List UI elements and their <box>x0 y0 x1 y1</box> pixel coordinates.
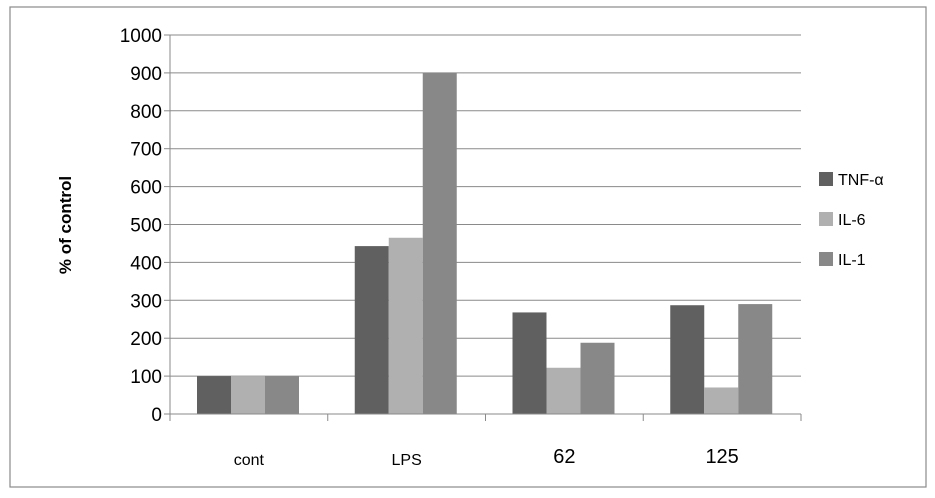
x-tick-label: 62 <box>553 446 575 468</box>
legend-label: TNF-α <box>838 172 884 189</box>
y-tick-label: 100 <box>130 367 162 388</box>
y-tick-label: 300 <box>130 291 162 312</box>
bar <box>422 72 457 415</box>
y-tick-label: 500 <box>130 216 162 237</box>
bar <box>580 342 615 414</box>
x-tick-label: 125 <box>705 446 738 468</box>
y-tick-label: 900 <box>130 64 162 85</box>
bar <box>265 376 299 414</box>
y-axis-title: % of control <box>56 176 75 274</box>
bar <box>354 246 389 414</box>
bar <box>704 387 739 414</box>
y-tick-label: 800 <box>130 102 162 123</box>
legend-label: IL-1 <box>838 252 866 269</box>
bars <box>197 72 773 415</box>
x-tick-label: cont <box>234 452 265 469</box>
bar <box>197 376 231 414</box>
axes <box>169 35 802 421</box>
legend-swatch <box>819 172 833 186</box>
bar <box>670 305 705 414</box>
bar <box>388 237 423 414</box>
bar <box>738 304 773 414</box>
x-tick-label: LPS <box>392 452 422 469</box>
legend-swatch <box>819 252 833 266</box>
bar <box>231 376 265 414</box>
y-tick-label: 600 <box>130 178 162 199</box>
chart-border <box>9 6 927 488</box>
bar <box>512 312 547 414</box>
legend: TNF-α IL-6 IL-1 <box>819 172 884 269</box>
y-tick-label: 0 <box>151 405 162 426</box>
y-tick-label: 700 <box>130 140 162 161</box>
legend-label: IL-6 <box>838 212 866 229</box>
x-tick-labels: cont LPS 62 125 <box>234 446 739 469</box>
y-tick-label: 400 <box>130 253 162 274</box>
legend-swatch <box>819 212 833 226</box>
y-tick-label: 200 <box>130 329 162 350</box>
y-tick-labels: 0 100 200 300 400 500 600 700 800 900 1000 <box>120 26 162 426</box>
y-tick-label: 1000 <box>120 26 162 47</box>
bar <box>546 367 581 414</box>
